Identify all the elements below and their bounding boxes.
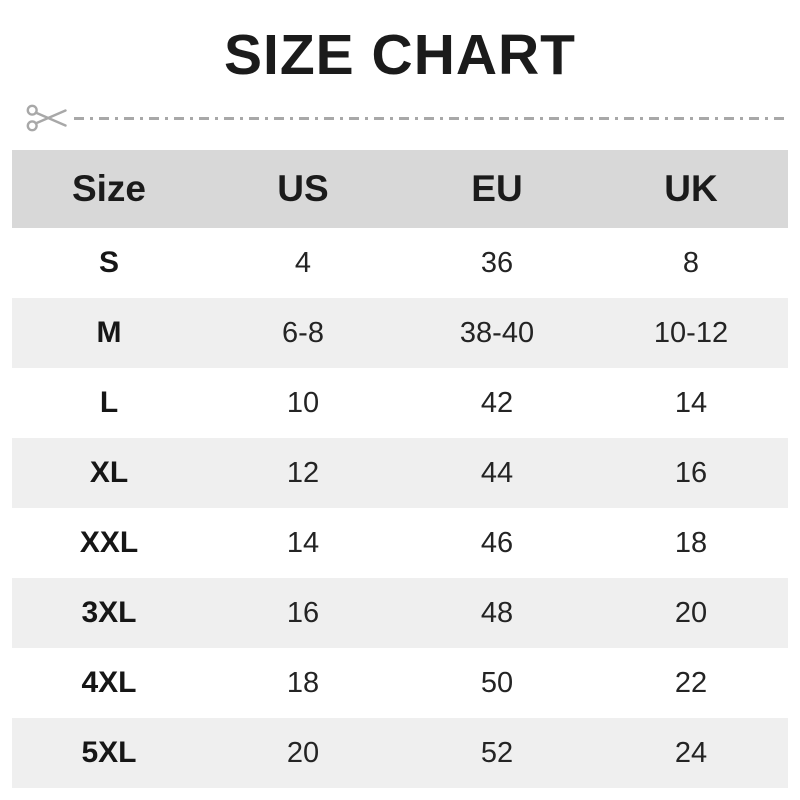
table-row: M 6-8 38-40 10-12	[12, 298, 788, 368]
scissors-icon	[26, 104, 67, 132]
eu-value: 38-40	[459, 316, 535, 349]
size-label: L	[99, 386, 119, 419]
table-row: 5XL 20 52 24	[12, 718, 788, 788]
us-value: 4	[294, 246, 312, 279]
dashed-cut-line	[74, 116, 788, 120]
size-label: 4XL	[81, 666, 137, 699]
table-row: XL 12 44 16	[12, 438, 788, 508]
size-table: Size US EU UK S 4 36 8 M 6-8 38-40 10-12…	[12, 150, 788, 788]
size-label: 5XL	[81, 736, 137, 769]
uk-value: 10-12	[653, 316, 729, 349]
uk-value: 16	[674, 456, 708, 489]
header-cell-eu: EU	[471, 168, 523, 209]
table-row: L 10 42 14	[12, 368, 788, 438]
us-value: 16	[286, 596, 320, 629]
table-row: XXL 14 46 18	[12, 508, 788, 578]
page-title: SIZE CHART	[224, 23, 576, 87]
table-row: 4XL 18 50 22	[12, 648, 788, 718]
eu-value: 52	[480, 736, 514, 769]
header-cell-us: US	[277, 168, 329, 209]
us-value: 6-8	[282, 316, 324, 349]
size-chart-page: SIZE CHART Size US EU UK S 4 36 8 M	[0, 22, 800, 788]
eu-value: 44	[480, 456, 514, 489]
us-value: 14	[286, 526, 320, 559]
uk-value: 20	[674, 596, 708, 629]
size-label: XL	[89, 456, 129, 489]
us-value: 18	[286, 666, 320, 699]
cut-line	[26, 104, 788, 132]
uk-value: 22	[674, 666, 708, 699]
us-value: 10	[286, 386, 320, 419]
size-label: S	[98, 246, 119, 279]
table-row: 3XL 16 48 20	[12, 578, 788, 648]
eu-value: 46	[480, 526, 514, 559]
eu-value: 48	[480, 596, 514, 629]
eu-value: 42	[480, 386, 514, 419]
us-value: 12	[286, 456, 320, 489]
size-label: XXL	[79, 526, 139, 559]
header-cell-uk: UK	[664, 168, 718, 209]
uk-value: 18	[674, 526, 708, 559]
eu-value: 50	[480, 666, 514, 699]
uk-value: 24	[674, 736, 708, 769]
uk-value: 8	[682, 246, 700, 279]
table-header-row: Size US EU UK	[12, 150, 788, 228]
us-value: 20	[286, 736, 320, 769]
uk-value: 14	[674, 386, 708, 419]
table-row: S 4 36 8	[12, 228, 788, 298]
eu-value: 36	[480, 246, 514, 279]
size-label: M	[96, 316, 122, 349]
header-cell-size: Size	[71, 168, 147, 209]
size-label: 3XL	[81, 596, 137, 629]
